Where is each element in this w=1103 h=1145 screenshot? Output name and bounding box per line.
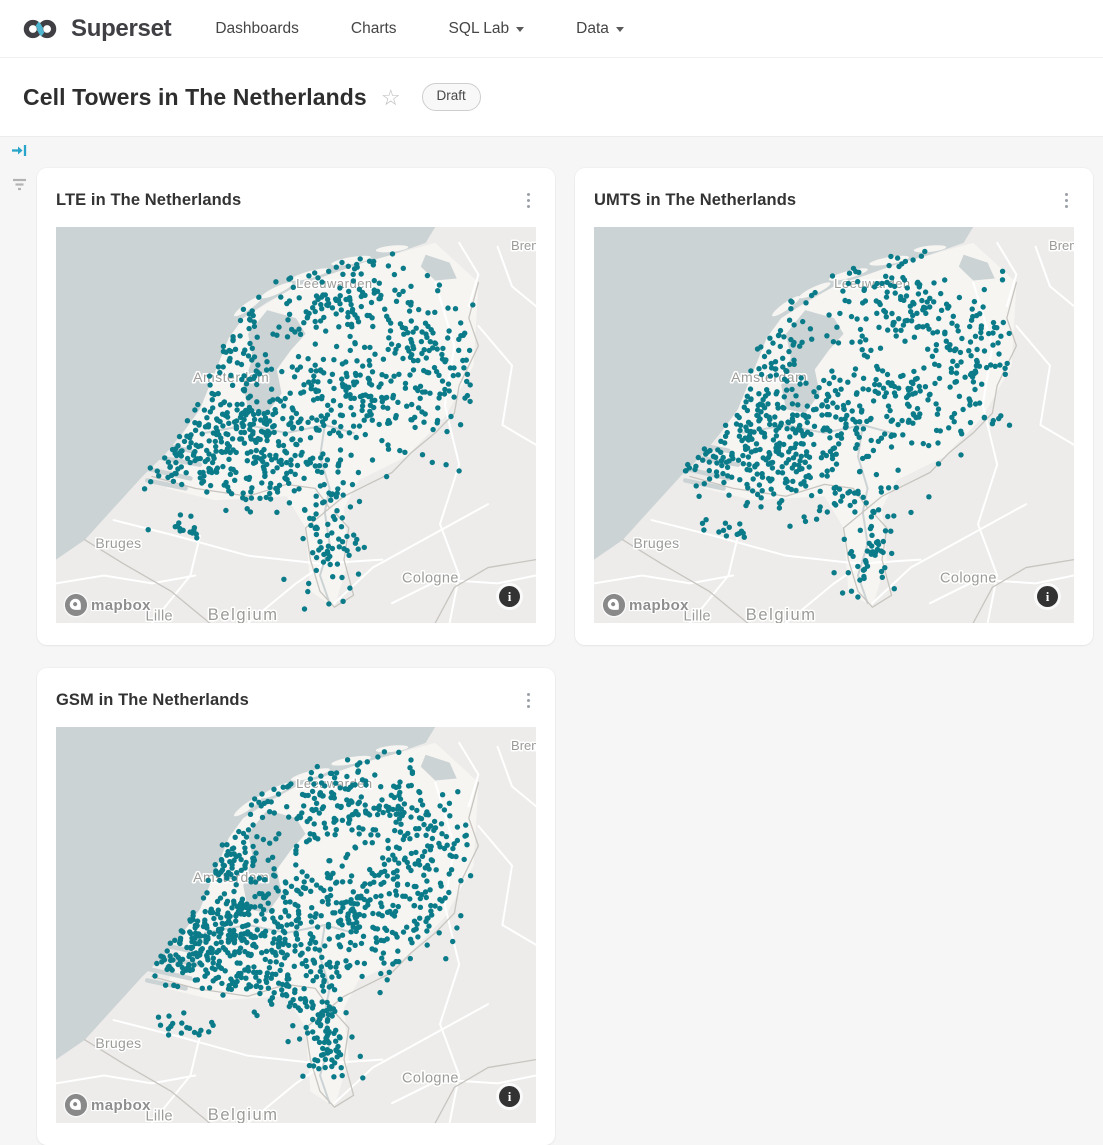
mapbox-wordmark: mapbox [91, 596, 151, 614]
svg-text:Bruges: Bruges [95, 535, 141, 551]
dashboard-body: LTE in The Netherlands BremenLeeuwardenA… [0, 137, 1103, 1145]
nav-charts[interactable]: Charts [350, 19, 397, 37]
svg-text:Lille: Lille [146, 609, 173, 623]
dashboard-grid: LTE in The Netherlands BremenLeeuwardenA… [37, 168, 1093, 1145]
main-nav: Dashboards Charts SQL Lab Data [215, 20, 624, 38]
mapbox-logo[interactable]: mapbox [603, 594, 689, 616]
svg-text:Cologne: Cologne [402, 571, 459, 587]
scatter-map-umts[interactable]: BremenLeeuwardenAmsterdamBrugesLilleBelg… [594, 227, 1074, 623]
top-navbar: Superset Dashboards Charts SQL Lab Data [0, 0, 1103, 58]
chart-title: GSM in The Netherlands [56, 691, 249, 709]
nav-dashboards[interactable]: Dashboards [215, 19, 299, 37]
info-icon: i [1037, 586, 1058, 607]
filter-panel-controls [9, 142, 29, 193]
info-icon: i [499, 586, 520, 607]
superset-infinity-icon [23, 19, 57, 38]
svg-text:Bremen: Bremen [1049, 238, 1074, 253]
scatter-map-gsm[interactable]: BremenLeeuwardenAmsterdamBrugesLilleBelg… [56, 727, 536, 1123]
map-viewport[interactable]: BremenLeeuwardenAmsterdamBrugesLilleBelg… [56, 227, 536, 623]
attribution-info-button[interactable]: i [496, 1083, 523, 1110]
attribution-info-button[interactable]: i [496, 583, 523, 610]
status-badge: Draft [421, 83, 481, 111]
mapbox-logo[interactable]: mapbox [65, 1094, 151, 1116]
svg-text:Lille: Lille [684, 609, 711, 623]
svg-text:Bremen: Bremen [511, 738, 536, 753]
svg-text:Belgium: Belgium [208, 1106, 279, 1123]
mapbox-wordmark: mapbox [91, 1096, 151, 1114]
attribution-info-button[interactable]: i [1034, 583, 1061, 610]
map-viewport[interactable]: BremenLeeuwardenAmsterdamBrugesLilleBelg… [56, 727, 536, 1123]
chart-menu-button[interactable] [1059, 189, 1074, 212]
chart-title: UMTS in The Netherlands [594, 191, 797, 209]
mapbox-pin-icon [65, 594, 87, 616]
expand-filter-panel-icon[interactable] [11, 142, 28, 159]
chart-menu-button[interactable] [521, 189, 536, 212]
svg-text:Cologne: Cologne [402, 1071, 459, 1087]
chevron-down-icon [615, 27, 624, 32]
chart-title: LTE in The Netherlands [56, 191, 242, 209]
page-title: Cell Towers in The Netherlands [23, 83, 367, 110]
nav-sql-lab[interactable]: SQL Lab [449, 20, 525, 38]
chart-menu-button[interactable] [521, 689, 536, 712]
chevron-down-icon [516, 27, 525, 32]
mapbox-logo[interactable]: mapbox [65, 594, 151, 616]
chart-card-lte: LTE in The Netherlands BremenLeeuwardenA… [37, 168, 555, 645]
filter-icon[interactable] [11, 176, 28, 193]
svg-text:Bruges: Bruges [633, 535, 679, 551]
chart-card-gsm: GSM in The Netherlands BremenLeeuwardenA… [37, 668, 555, 1145]
scatter-map-lte[interactable]: BremenLeeuwardenAmsterdamBrugesLilleBelg… [56, 227, 536, 623]
info-icon: i [499, 1086, 520, 1107]
mapbox-pin-icon [603, 594, 625, 616]
svg-text:Belgium: Belgium [746, 606, 817, 623]
dashboard-header: Cell Towers in The Netherlands ☆ Draft [0, 58, 1103, 137]
svg-text:Bremen: Bremen [511, 238, 536, 253]
nav-data[interactable]: Data [576, 20, 624, 38]
favorite-star-icon[interactable]: ☆ [380, 85, 401, 110]
brand-name: Superset [71, 14, 172, 42]
svg-text:Cologne: Cologne [940, 571, 997, 587]
mapbox-pin-icon [65, 1094, 87, 1116]
map-viewport[interactable]: BremenLeeuwardenAmsterdamBrugesLilleBelg… [594, 227, 1074, 623]
svg-text:Leeuwarden: Leeuwarden [834, 276, 911, 291]
svg-text:Bruges: Bruges [95, 1035, 141, 1051]
chart-card-umts: UMTS in The Netherlands Bremen Leeuwarden… [575, 168, 1093, 645]
superset-logo[interactable]: Superset [18, 12, 172, 46]
mapbox-wordmark: mapbox [629, 596, 689, 614]
svg-text:Belgium: Belgium [208, 606, 279, 623]
